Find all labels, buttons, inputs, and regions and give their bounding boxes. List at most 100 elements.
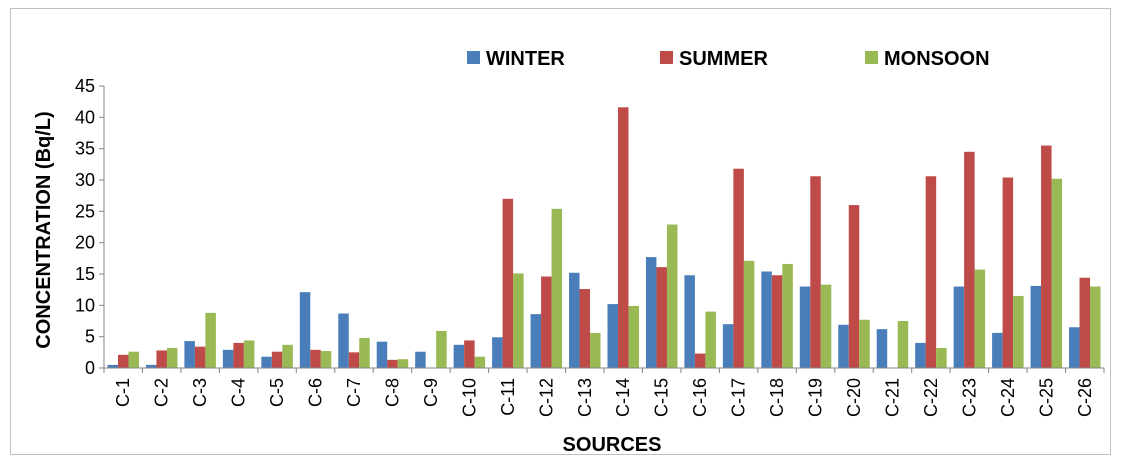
bar-monsoon-c-12 <box>551 208 563 368</box>
bar-monsoon-c-18 <box>782 263 793 368</box>
bar-summer-c-1 <box>117 354 129 368</box>
legend-swatch-summer <box>660 51 673 64</box>
x-tick-label: C-24 <box>998 378 1018 417</box>
x-tick-label: C-13 <box>575 378 595 417</box>
y-tick-label: 10 <box>75 295 95 315</box>
bar-winter-c-7 <box>338 313 349 368</box>
y-tick-label: 45 <box>75 76 95 96</box>
bar-monsoon-c-17 <box>743 260 755 368</box>
bar-monsoon-c-14 <box>628 305 639 368</box>
bar-summer-c-14 <box>617 107 629 368</box>
y-tick-label: 5 <box>85 327 95 347</box>
bar-summer-c-6 <box>310 349 321 368</box>
bar-winter-c-3 <box>184 341 195 368</box>
bar-winter-c-11 <box>492 337 503 368</box>
bar-winter-c-22 <box>915 342 926 368</box>
bar-winter-c-21 <box>876 329 888 368</box>
bar-summer-c-8 <box>387 359 398 368</box>
bar-monsoon-c-25 <box>1051 178 1063 368</box>
x-tick-label: C-16 <box>690 378 710 417</box>
x-tick-label: C-14 <box>613 378 633 417</box>
bar-summer-c-13 <box>579 289 591 368</box>
bar-winter-c-17 <box>722 324 734 368</box>
bar-monsoon-c-15 <box>666 224 678 368</box>
bar-summer-c-2 <box>156 350 167 368</box>
bar-monsoon-c-23 <box>974 269 986 368</box>
bar-winter-c-16 <box>684 275 695 368</box>
bar-monsoon-c-4 <box>243 340 255 368</box>
x-tick-label: C-3 <box>190 378 210 407</box>
x-tick-label: C-5 <box>267 378 287 407</box>
y-tick-label: 35 <box>75 139 95 159</box>
bar-monsoon-c-9 <box>436 331 447 368</box>
bar-monsoon-c-2 <box>166 347 178 368</box>
x-tick-label: C-17 <box>729 378 749 417</box>
bar-monsoon-c-11 <box>513 273 524 368</box>
x-tick-label: C-7 <box>344 378 364 407</box>
x-tick-label: C-4 <box>229 378 249 407</box>
bar-winter-c-15 <box>645 257 657 368</box>
x-axis: C-1 C-2 C-3 C-4 C-5 C-6 C-7 C-8 C-9 C-10 C-11 C-12 C… <box>103 367 1105 417</box>
bar-summer-c-26 <box>1079 277 1091 368</box>
x-axis-title: SOURCES <box>563 434 662 456</box>
x-tick-label: C-26 <box>1075 378 1095 417</box>
bar-winter-c-6 <box>299 292 311 368</box>
bar-summer-c-10 <box>464 340 475 368</box>
bar-summer-c-19 <box>810 176 821 368</box>
bar-winter-c-2 <box>145 364 157 368</box>
bar-monsoon-c-26 <box>1090 286 1101 368</box>
bar-summer-c-7 <box>348 352 360 368</box>
x-tick-label: C-8 <box>382 378 402 407</box>
x-tick-label: C-12 <box>536 378 556 417</box>
bar-monsoon-c-5 <box>282 344 293 368</box>
bar-summer-c-22 <box>925 176 937 368</box>
bar-winter-c-25 <box>1030 285 1042 368</box>
bar-winter-c-9 <box>415 351 426 368</box>
legend-swatch-monsoon <box>865 51 878 64</box>
x-tick-label: C-2 <box>152 378 172 407</box>
bar-monsoon-c-1 <box>128 351 139 368</box>
bar-summer-c-25 <box>1041 145 1052 368</box>
x-tick-label: C-11 <box>498 378 518 416</box>
bar-summer-c-11 <box>502 198 514 368</box>
legend-label-summer: SUMMER <box>679 48 768 70</box>
bar-monsoon-c-16 <box>705 311 716 368</box>
bar-monsoon-c-20 <box>859 319 870 368</box>
bar-winter-c-19 <box>799 286 811 368</box>
legend: WINTER SUMMER MONSOON <box>467 48 990 70</box>
bar-winter-c-8 <box>376 341 388 368</box>
bar-winter-c-23 <box>953 286 965 368</box>
bars <box>107 107 1101 368</box>
y-axis-title: CONCENTRATION (Bq/L) <box>33 111 55 348</box>
x-tick-label: C-23 <box>959 378 979 417</box>
x-tick-label: C-19 <box>806 378 826 417</box>
y-axis: 0 5 10 15 20 25 30 35 40 45 <box>75 76 105 378</box>
x-tick-label: C-21 <box>882 378 902 417</box>
bar-summer-c-18 <box>771 275 783 368</box>
bar-winter-c-10 <box>453 344 465 368</box>
bar-winter-c-26 <box>1069 327 1080 368</box>
y-tick-label: 20 <box>75 233 95 253</box>
bar-winter-c-14 <box>607 304 618 368</box>
legend-swatch-winter <box>467 51 480 64</box>
bar-summer-c-23 <box>964 151 975 368</box>
x-tick-label: C-1 <box>113 378 133 407</box>
x-tick-label: C-18 <box>767 378 787 417</box>
bar-monsoon-c-21 <box>897 321 909 368</box>
bar-winter-c-24 <box>992 332 1003 368</box>
legend-label-monsoon: MONSOON <box>884 48 990 70</box>
bar-summer-c-15 <box>656 267 667 368</box>
bar-monsoon-c-3 <box>205 312 216 368</box>
bar-summer-c-24 <box>1002 177 1014 368</box>
x-tick-label: C-10 <box>459 378 479 417</box>
bar-monsoon-c-24 <box>1013 295 1024 368</box>
bar-winter-c-18 <box>761 271 772 368</box>
y-tick-label: 15 <box>75 264 95 284</box>
bar-winter-c-20 <box>838 324 849 368</box>
bar-summer-c-4 <box>233 342 244 368</box>
bar-summer-c-20 <box>848 205 860 368</box>
bar-summer-c-17 <box>733 168 744 368</box>
x-tick-label: C-22 <box>921 378 941 417</box>
bar-summer-c-5 <box>271 351 283 368</box>
